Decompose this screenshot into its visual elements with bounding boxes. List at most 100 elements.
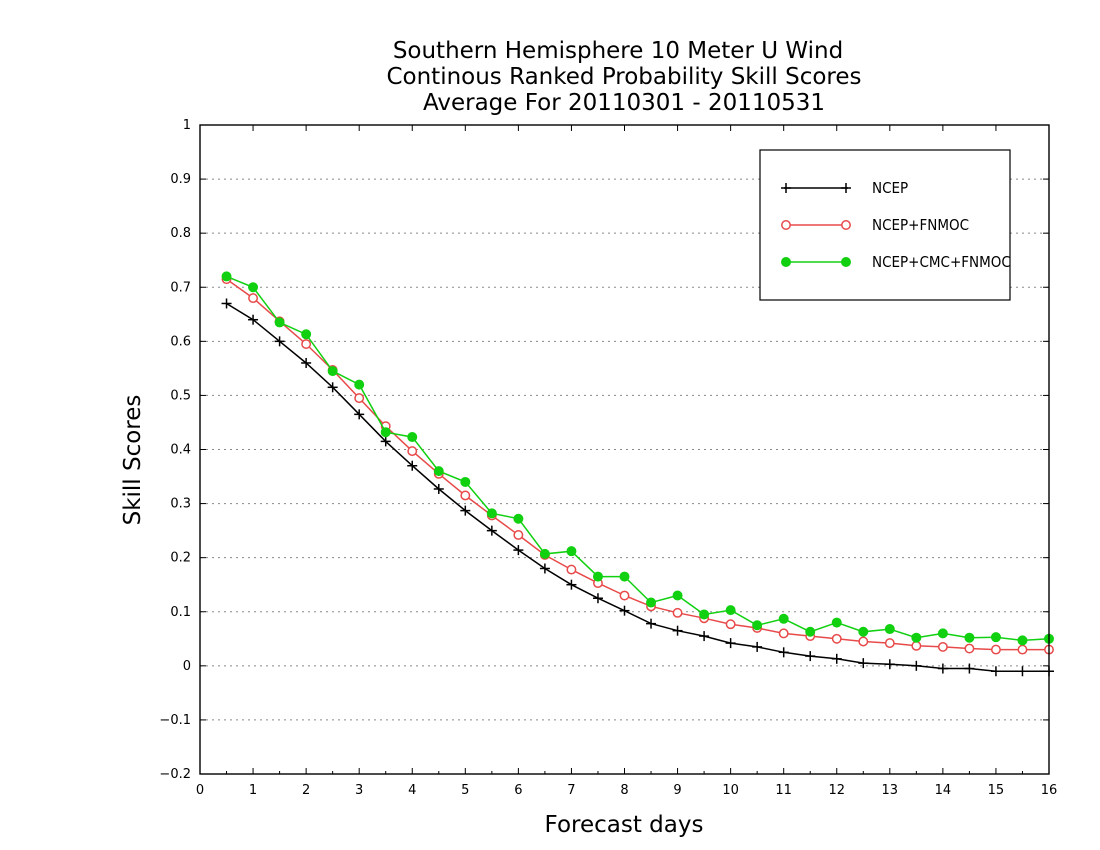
x-tick-label: 15 bbox=[988, 783, 1005, 798]
data-point-ncep-cmc-fnmoc bbox=[460, 476, 471, 487]
data-point-ncep bbox=[301, 357, 312, 368]
data-point-ncep bbox=[778, 647, 789, 658]
x-tick-label: 10 bbox=[722, 783, 739, 798]
y-tick-label: 0.6 bbox=[170, 334, 191, 349]
x-tick-label: 13 bbox=[882, 783, 899, 798]
x-tick-label: 3 bbox=[355, 783, 363, 798]
data-point-ncep bbox=[805, 651, 816, 662]
data-point-ncep-cmc-fnmoc bbox=[752, 620, 763, 631]
data-point-ncep-cmc-fnmoc bbox=[990, 632, 1001, 643]
data-point-ncep bbox=[248, 314, 259, 325]
data-point-ncep bbox=[725, 638, 736, 649]
data-point-ncep-fnmoc bbox=[460, 490, 471, 501]
x-tick-label: 16 bbox=[1041, 783, 1058, 798]
data-point-ncep-cmc-fnmoc bbox=[619, 571, 630, 582]
data-point-ncep-cmc-fnmoc bbox=[592, 571, 603, 582]
data-point-ncep bbox=[646, 618, 657, 629]
legend-marker bbox=[841, 257, 851, 267]
data-point-ncep-cmc-fnmoc bbox=[486, 508, 497, 519]
data-point-ncep-cmc-fnmoc bbox=[1017, 635, 1028, 646]
data-point-ncep bbox=[407, 460, 418, 471]
legend-label: NCEP+CMC+FNMOC bbox=[872, 253, 1011, 271]
data-point-ncep-cmc-fnmoc bbox=[672, 590, 683, 601]
x-tick-label: 0 bbox=[196, 783, 204, 798]
legend-item-ncep-fnmoc: NCEP+FNMOC bbox=[781, 216, 969, 234]
data-point-ncep-fnmoc bbox=[937, 641, 948, 652]
data-point-ncep-fnmoc bbox=[301, 339, 312, 349]
series-ncep-fnmoc bbox=[221, 274, 1054, 655]
y-tick-label: 0.4 bbox=[170, 443, 191, 458]
y-tick-label: 0.1 bbox=[170, 605, 191, 620]
data-point-ncep bbox=[884, 659, 895, 670]
data-point-ncep-cmc-fnmoc bbox=[725, 605, 736, 616]
data-point-ncep bbox=[858, 658, 869, 669]
legend-item-ncep: NCEP bbox=[781, 179, 908, 197]
data-point-ncep-cmc-fnmoc bbox=[566, 546, 577, 557]
y-tick-label: 0.9 bbox=[170, 172, 191, 187]
data-point-ncep-cmc-fnmoc bbox=[248, 282, 259, 293]
y-tick-label: 0.8 bbox=[170, 226, 191, 241]
data-point-ncep bbox=[380, 436, 391, 447]
data-point-ncep bbox=[911, 660, 922, 671]
data-point-ncep-cmc-fnmoc bbox=[831, 617, 842, 628]
data-point-ncep bbox=[752, 641, 763, 652]
data-point-ncep bbox=[513, 545, 524, 556]
data-point-ncep bbox=[327, 382, 338, 393]
y-tick-label: 0.3 bbox=[170, 497, 191, 512]
data-point-ncep-fnmoc bbox=[248, 293, 259, 304]
data-point-ncep-cmc-fnmoc bbox=[937, 628, 948, 639]
data-point-ncep-fnmoc bbox=[513, 530, 524, 540]
y-tick-label: 1 bbox=[183, 118, 191, 133]
data-point-ncep-cmc-fnmoc bbox=[911, 632, 922, 643]
x-tick-label: 1 bbox=[249, 783, 257, 798]
legend: NCEP NCEP+FNMOC NCEP+CMC+FNMOC bbox=[759, 149, 1011, 301]
data-point-ncep-cmc-fnmoc bbox=[274, 317, 285, 328]
data-point-ncep-fnmoc bbox=[858, 636, 869, 647]
y-tick-label: 0.5 bbox=[170, 388, 191, 403]
series-line-ncep-fnmoc bbox=[226, 278, 1049, 651]
data-point-ncep-fnmoc bbox=[911, 640, 922, 651]
data-point-ncep-cmc-fnmoc bbox=[221, 271, 232, 282]
series-ncep bbox=[221, 298, 1054, 677]
legend-marker bbox=[781, 257, 791, 267]
data-point-ncep bbox=[592, 593, 603, 604]
x-tick-label: 11 bbox=[775, 783, 792, 798]
data-point-ncep bbox=[964, 663, 975, 674]
data-point-ncep bbox=[486, 525, 497, 536]
y-tick-label: 0.7 bbox=[170, 280, 191, 295]
legend-item-ncep-cmc-fnmoc: NCEP+CMC+FNMOC bbox=[781, 253, 1011, 271]
data-point-ncep bbox=[460, 505, 471, 516]
x-tick-label: 9 bbox=[673, 783, 681, 798]
data-point-ncep-fnmoc bbox=[831, 633, 842, 644]
data-point-ncep-cmc-fnmoc bbox=[327, 366, 338, 377]
data-point-ncep bbox=[937, 663, 948, 674]
data-point-ncep-fnmoc bbox=[672, 607, 683, 618]
data-point-ncep-cmc-fnmoc bbox=[699, 609, 710, 620]
data-point-ncep-cmc-fnmoc bbox=[646, 597, 657, 608]
data-point-ncep-fnmoc bbox=[1017, 644, 1028, 655]
x-tick-label: 6 bbox=[514, 783, 522, 798]
data-point-ncep-cmc-fnmoc bbox=[805, 626, 816, 637]
data-point-ncep-cmc-fnmoc bbox=[858, 626, 869, 637]
legend-marker bbox=[841, 183, 851, 193]
data-point-ncep-cmc-fnmoc bbox=[433, 466, 444, 477]
data-point-ncep bbox=[539, 563, 550, 574]
data-point-ncep bbox=[274, 336, 285, 347]
x-axis-ticks: 0 1 2 3 4 5 6 7 8 9 10 11 12 13 14 15 16 bbox=[196, 125, 1057, 798]
legend-marker bbox=[841, 220, 851, 230]
y-tick-label: −0.1 bbox=[159, 713, 191, 728]
data-point-ncep-fnmoc bbox=[884, 638, 895, 649]
series-ncep-cmc-fnmoc bbox=[221, 271, 1054, 646]
data-point-ncep bbox=[1017, 666, 1028, 677]
series-line-ncep-cmc-fnmoc bbox=[226, 275, 1050, 642]
data-point-ncep bbox=[619, 605, 630, 616]
data-point-ncep-fnmoc bbox=[407, 446, 418, 457]
data-point-ncep-cmc-fnmoc bbox=[354, 379, 365, 390]
data-point-ncep-cmc-fnmoc bbox=[539, 548, 550, 559]
chart-subtitle: Continous Ranked Probability Skill Score… bbox=[386, 64, 861, 90]
data-point-ncep bbox=[990, 666, 1001, 677]
data-point-ncep-cmc-fnmoc bbox=[884, 624, 895, 635]
data-point-ncep-fnmoc bbox=[619, 590, 630, 601]
data-point-ncep bbox=[221, 298, 232, 309]
legend-label: NCEP+FNMOC bbox=[872, 216, 969, 234]
